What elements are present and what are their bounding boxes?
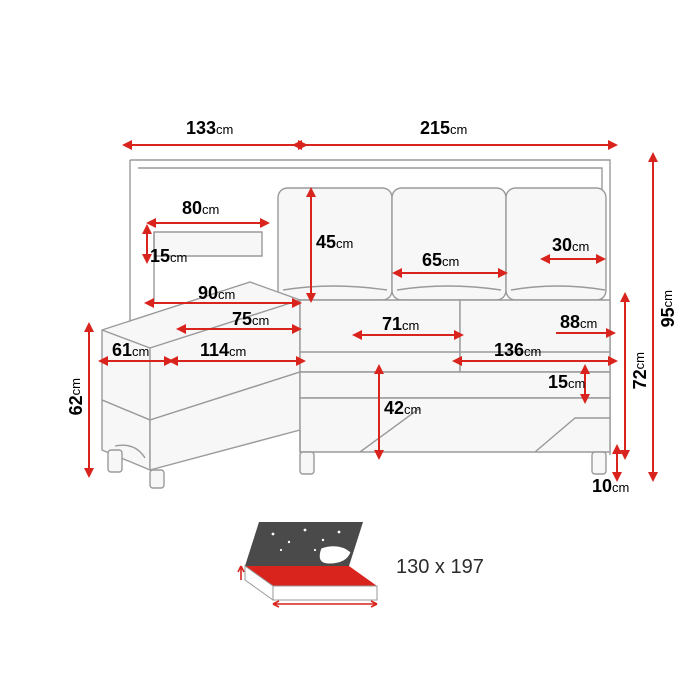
dim-seat-run: 136cm	[494, 340, 541, 361]
dim-seat-to-top: 72cm	[630, 352, 651, 389]
sofa-drawing	[0, 0, 700, 700]
dim-armrest-w: 80cm	[182, 198, 219, 219]
dim-top-left: 133cm	[186, 118, 233, 139]
sleep-surface-label: 130 x 197	[396, 556, 484, 579]
dim-seat-depth: 71cm	[382, 314, 419, 335]
dim-chaise-front: 61cm	[112, 340, 149, 361]
dim-chaise-seat: 75cm	[232, 309, 269, 330]
dim-leg: 10cm	[592, 476, 629, 497]
dim-seat-thick: 15cm	[548, 372, 585, 393]
dim-seat-end: 88cm	[560, 312, 597, 333]
dim-total-h: 95cm	[658, 290, 679, 327]
dim-base-h: 42cm	[384, 398, 421, 419]
dim-cushion-w: 65cm	[422, 250, 459, 271]
dim-chaise-depth: 114cm	[200, 340, 246, 361]
dim-armrest-t: 15cm	[150, 246, 187, 267]
dim-top-right: 215cm	[420, 118, 467, 139]
diagram-canvas: 133cm 215cm 80cm 15cm 45cm 65cm 30cm 90	[0, 0, 700, 700]
dim-cushion-t: 30cm	[552, 235, 589, 256]
dim-cushion-h: 45cm	[316, 232, 353, 253]
dim-chaise-top: 90cm	[198, 283, 235, 304]
dim-chaise-h: 62cm	[66, 378, 87, 415]
